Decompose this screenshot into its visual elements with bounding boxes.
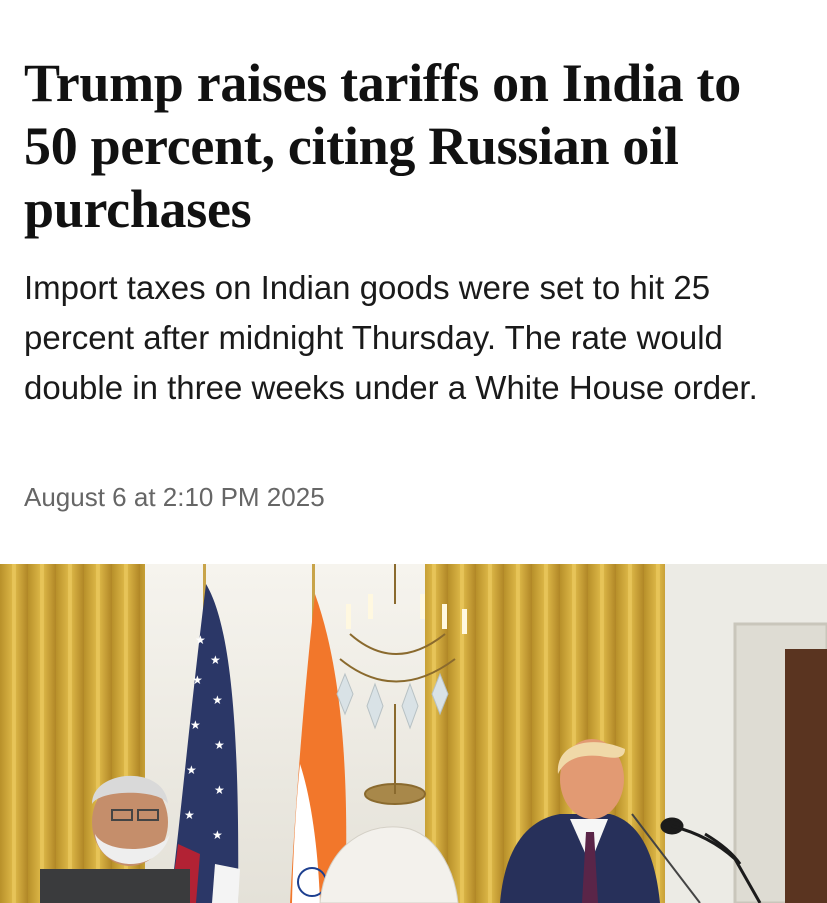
lead-photo-illustration: ★ ★ ★ ★ ★ ★ ★ ★ ★ ★ xyxy=(0,564,827,903)
indian-flag-icon xyxy=(290,594,347,903)
svg-text:★: ★ xyxy=(212,828,223,842)
lead-photo[interactable]: ★ ★ ★ ★ ★ ★ ★ ★ ★ ★ xyxy=(0,564,827,903)
svg-text:★: ★ xyxy=(214,738,225,752)
microphone-icon xyxy=(631,813,762,903)
svg-text:★: ★ xyxy=(192,673,203,687)
article-dek: Import taxes on Indian goods were set to… xyxy=(24,269,758,406)
chandelier-icon xyxy=(336,564,467,805)
svg-text:★: ★ xyxy=(214,783,225,797)
svg-text:★: ★ xyxy=(190,718,201,732)
american-flag-icon: ★ ★ ★ ★ ★ ★ ★ ★ ★ ★ xyxy=(170,584,240,903)
person-right xyxy=(500,739,660,903)
svg-text:★: ★ xyxy=(195,633,206,647)
svg-text:★: ★ xyxy=(210,653,221,667)
person-left xyxy=(40,775,190,903)
svg-text:★: ★ xyxy=(212,693,223,707)
svg-text:★: ★ xyxy=(184,808,195,822)
svg-text:★: ★ xyxy=(186,763,197,777)
article-dateline: August 6 at 2:10 PM 2025 xyxy=(24,482,325,512)
statue xyxy=(319,826,459,903)
doorway xyxy=(785,649,827,903)
headline[interactable]: Trump raises tariffs on India to 50 perc… xyxy=(24,53,741,239)
